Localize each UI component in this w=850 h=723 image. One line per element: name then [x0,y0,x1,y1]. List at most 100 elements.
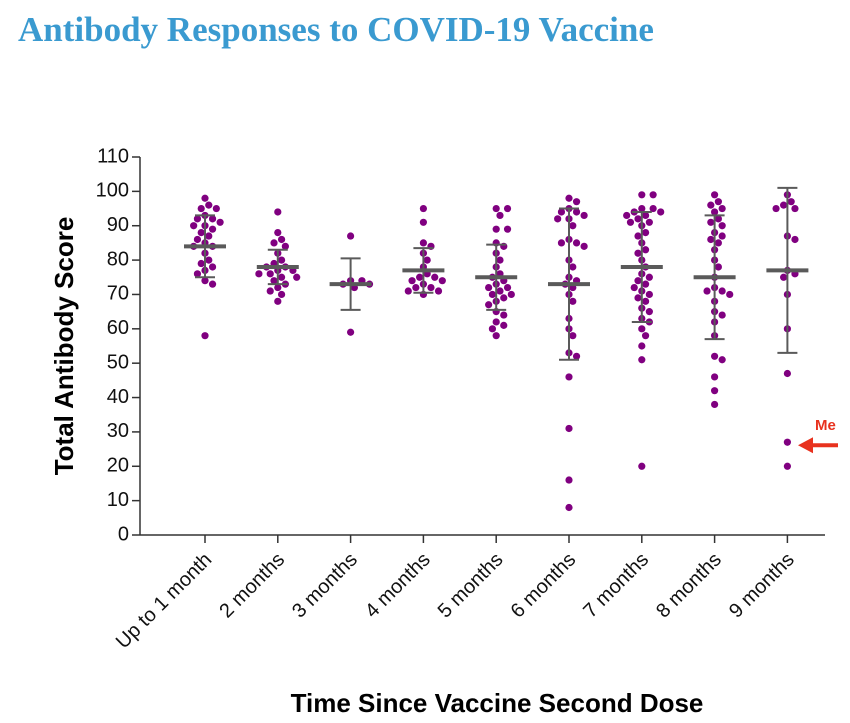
data-point [623,211,631,220]
x-tick-label: 8 months [652,549,726,623]
data-point [580,211,588,220]
y-tick-label: 80 [107,248,129,270]
data-point [565,503,573,512]
data-point [711,400,719,409]
data-point [569,297,577,305]
data-point [255,270,263,278]
data-point [496,287,504,295]
data-point [503,204,512,213]
data-point [711,373,719,381]
data-point [488,290,497,299]
data-point [492,318,500,326]
data-point [496,256,504,264]
data-point [419,239,427,247]
data-point [201,277,209,285]
data-point [718,232,726,240]
data-point [197,259,205,268]
data-point [485,283,493,292]
data-point [772,204,780,213]
data-point [638,356,646,364]
data-point [714,198,722,206]
data-point [718,204,726,213]
data-point [711,208,719,216]
data-point [193,270,202,278]
data-point [791,235,799,244]
data-point [190,222,198,230]
data-point [787,198,795,206]
data-point [645,308,653,316]
y-axis-label: Total Antibody Score [49,217,79,476]
data-point [572,198,581,206]
x-axis-label: Time Since Vaccine Second Dose [291,688,704,718]
data-point [783,438,792,446]
data-point [572,208,581,216]
data-point [281,242,289,250]
data-point [266,270,274,278]
data-point [711,352,719,360]
x-tick-label: 5 months [434,549,508,623]
data-point [711,387,719,395]
data-point [205,232,213,240]
data-point [492,332,500,340]
x-tick-label: 6 months [507,549,581,623]
x-tick-label: 9 months [725,549,799,623]
y-tick-label: 110 [97,145,129,167]
data-point [565,373,573,381]
data-point [638,342,646,350]
data-point [714,239,722,247]
data-point [569,222,577,230]
data-point [557,239,566,247]
data-point [572,352,581,360]
data-point [718,356,726,364]
y-tick-label: 30 [107,420,129,442]
data-point [507,290,515,299]
data-point [718,222,726,230]
data-point [427,283,435,292]
data-point [572,239,581,247]
data-point [274,283,282,292]
data-point [641,211,650,220]
data-point [569,332,577,340]
data-point [726,290,734,299]
data-point [630,283,638,292]
data-point [274,229,282,237]
data-point [783,369,792,378]
data-point [780,201,788,209]
data-point [208,280,217,288]
data-point [645,273,653,281]
data-point [488,325,497,333]
data-point [557,208,566,216]
data-point [216,218,224,226]
data-point [205,256,213,264]
data-point [641,246,650,254]
data-point [638,462,646,470]
data-point [634,215,642,223]
data-point [634,277,642,285]
data-point [707,235,715,244]
data-point [492,225,500,233]
data-point [554,215,562,223]
data-point [201,194,209,202]
data-point [707,218,715,226]
data-point [634,294,642,302]
data-point [485,301,493,309]
x-tick-label: 4 months [361,549,435,623]
y-tick-label: 10 [107,489,129,511]
data-point [503,283,512,292]
data-point [197,229,205,237]
annotation-arrowhead [798,437,813,454]
data-point [500,311,508,319]
data-point [657,208,665,216]
data-point [277,235,286,244]
data-point [703,287,711,295]
data-point [714,215,722,223]
data-point [718,311,726,319]
data-point [569,263,577,271]
data-point [408,277,416,285]
data-point [434,287,443,295]
data-point [208,215,217,223]
y-tick-label: 0 [118,523,129,545]
y-tick-label: 60 [107,317,129,339]
data-point [791,204,799,213]
data-point [416,273,424,281]
